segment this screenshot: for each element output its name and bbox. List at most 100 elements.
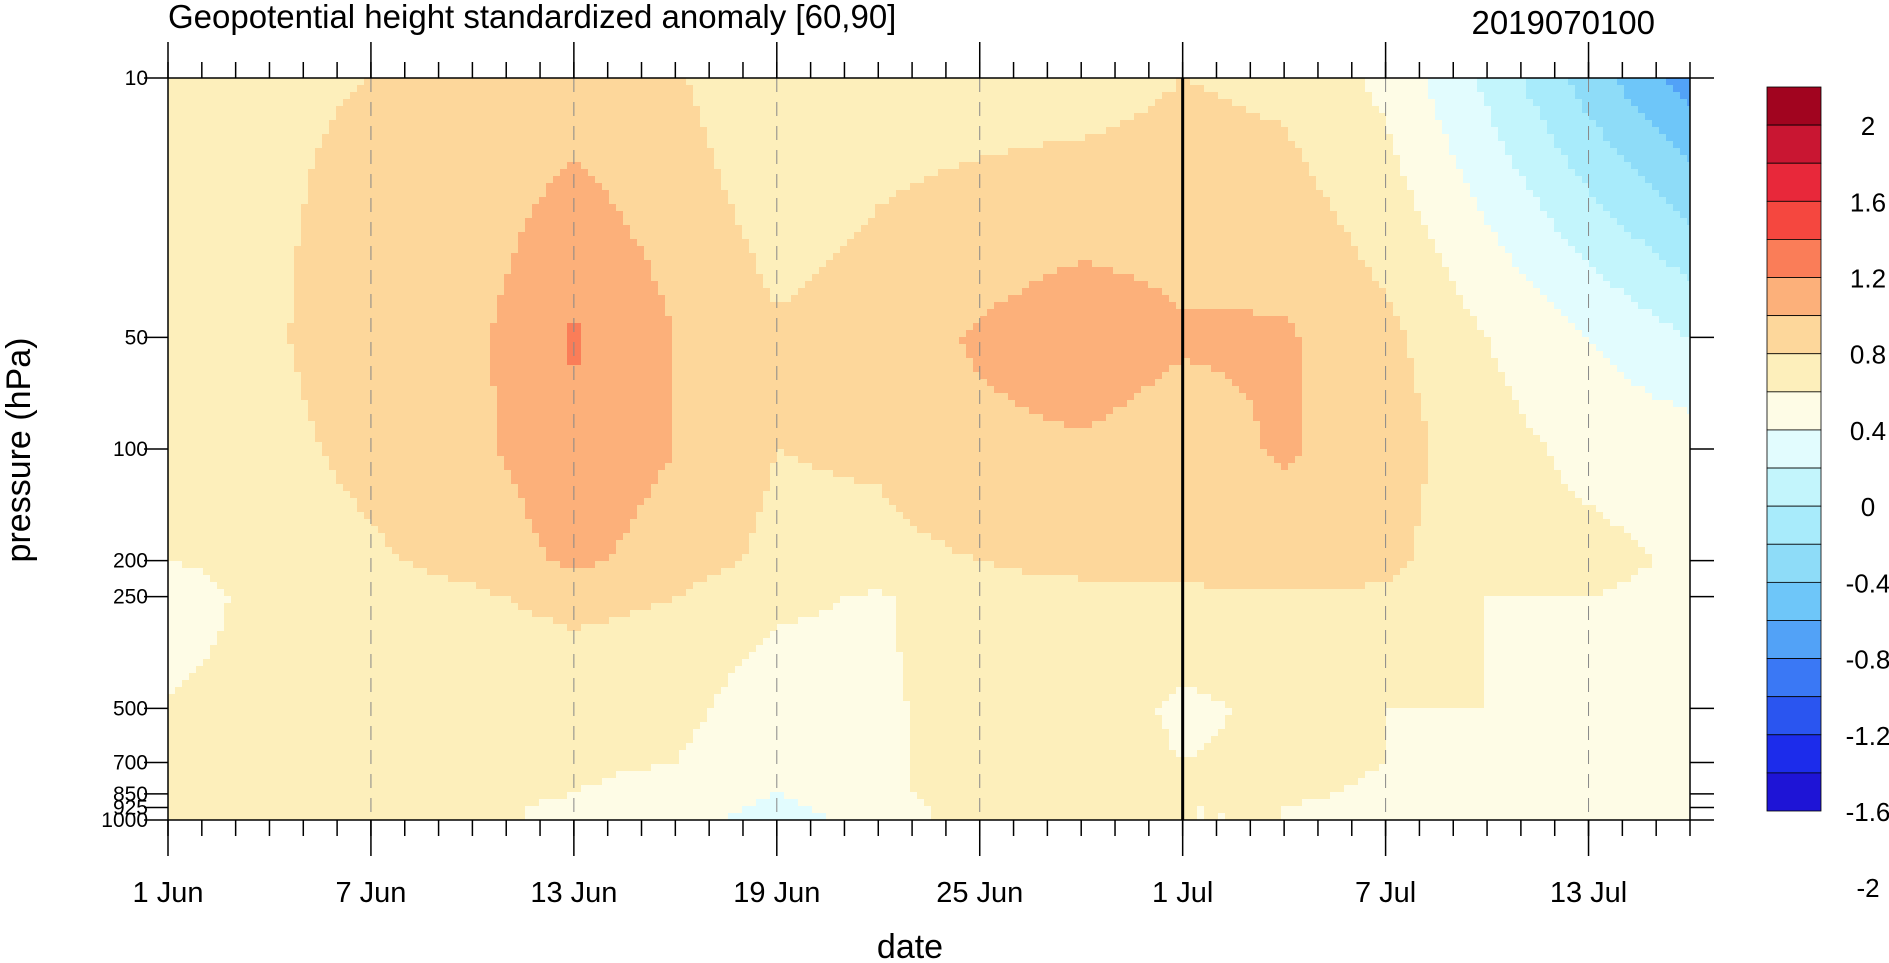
heat-cell <box>560 218 568 226</box>
heat-cell <box>371 141 379 149</box>
heat-cell <box>805 204 813 212</box>
heat-cell <box>1064 99 1072 107</box>
heat-cell <box>1449 127 1457 135</box>
heat-cell <box>1477 120 1485 128</box>
heat-cell <box>1631 218 1639 226</box>
heat-cell <box>693 162 701 170</box>
heat-cell <box>868 113 876 121</box>
heat-cell <box>252 218 260 226</box>
heat-cell <box>1624 141 1632 149</box>
heat-cell <box>1155 99 1163 107</box>
heat-cell <box>980 190 988 198</box>
heat-cell <box>1078 99 1086 107</box>
heat-cell <box>1372 92 1380 100</box>
heat-cell <box>875 148 883 156</box>
heat-cell <box>574 218 582 226</box>
heat-cell <box>469 78 477 86</box>
heat-cell <box>826 176 834 184</box>
heat-cell <box>504 155 512 163</box>
heat-cell <box>532 113 540 121</box>
heat-cell <box>357 176 365 184</box>
heat-cell <box>245 190 253 198</box>
heat-cell <box>1099 106 1107 114</box>
heat-cell <box>756 162 764 170</box>
heat-cell <box>1344 197 1352 205</box>
heat-cell <box>581 218 589 226</box>
heat-cell <box>434 113 442 121</box>
heat-cell <box>343 113 351 121</box>
heat-cell <box>259 232 267 240</box>
heat-cell <box>840 155 848 163</box>
heat-cell <box>1001 176 1009 184</box>
heat-cell <box>1281 134 1289 142</box>
heat-cell <box>1197 78 1205 86</box>
heat-cell <box>1659 162 1667 170</box>
heat-cell <box>301 225 309 233</box>
heat-cell <box>1547 169 1555 177</box>
heat-cell <box>1484 120 1492 128</box>
heat-cell <box>1232 155 1240 163</box>
heat-cell <box>560 148 568 156</box>
heat-cell <box>1589 141 1597 149</box>
heat-cell <box>1449 99 1457 107</box>
heat-cell <box>1323 169 1331 177</box>
heat-cell <box>1288 78 1296 86</box>
heat-cell <box>1680 92 1688 100</box>
heat-cell <box>819 176 827 184</box>
heat-cell <box>1169 92 1177 100</box>
heat-cell <box>679 85 687 93</box>
heat-cell <box>1295 106 1303 114</box>
heat-cell <box>1603 113 1611 121</box>
heat-cell <box>791 78 799 86</box>
heat-cell <box>875 232 883 240</box>
heat-cell <box>1302 85 1310 93</box>
heat-cell <box>364 92 372 100</box>
heat-cell <box>1099 134 1107 142</box>
heat-cell <box>1078 176 1086 184</box>
heat-cell <box>1372 218 1380 226</box>
heat-cell <box>266 113 274 121</box>
heat-cell <box>896 211 904 219</box>
heat-cell <box>868 232 876 240</box>
heat-cell <box>826 169 834 177</box>
heat-cell <box>1547 197 1555 205</box>
heat-cell <box>182 99 190 107</box>
heat-cell <box>721 106 729 114</box>
heat-cell <box>658 92 666 100</box>
heat-cell <box>1029 183 1037 191</box>
heat-cell <box>1015 141 1023 149</box>
heat-cell <box>1309 169 1317 177</box>
heat-cell <box>483 232 491 240</box>
heat-cell <box>385 162 393 170</box>
heat-cell <box>511 127 519 135</box>
heat-cell <box>1267 169 1275 177</box>
heat-cell <box>1085 99 1093 107</box>
heat-cell <box>1519 162 1527 170</box>
heat-cell <box>217 169 225 177</box>
heat-cell <box>1141 127 1149 135</box>
heat-cell <box>560 197 568 205</box>
heat-cell <box>539 232 547 240</box>
heat-cell <box>1085 106 1093 114</box>
heat-cell <box>959 176 967 184</box>
heat-cell <box>245 232 253 240</box>
heat-cell <box>1106 183 1114 191</box>
heat-cell <box>1022 225 1030 233</box>
heat-cell <box>1260 106 1268 114</box>
heat-cell <box>168 204 176 212</box>
heat-cell <box>1435 162 1443 170</box>
heat-cell <box>217 148 225 156</box>
heat-cell <box>546 106 554 114</box>
heat-cell <box>1631 155 1639 163</box>
heat-cell <box>574 113 582 121</box>
heat-cell <box>259 211 267 219</box>
heat-cell <box>602 169 610 177</box>
heat-cell <box>812 232 820 240</box>
heat-cell <box>784 204 792 212</box>
heat-cell <box>217 232 225 240</box>
heat-cell <box>1673 211 1681 219</box>
heat-cell <box>413 113 421 121</box>
heat-cell <box>315 183 323 191</box>
heat-cell <box>504 197 512 205</box>
heat-cell <box>1225 78 1233 86</box>
